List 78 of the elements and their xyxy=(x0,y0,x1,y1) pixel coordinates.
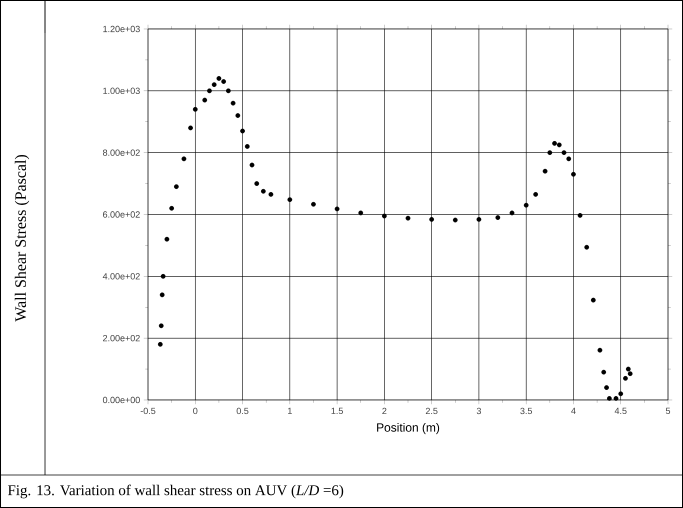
x-tick-label: 1 xyxy=(288,408,292,414)
point xyxy=(202,98,208,102)
x-tick-label: 5 xyxy=(666,408,670,414)
x-tick-label: 4 xyxy=(571,408,576,414)
point xyxy=(160,274,166,279)
point xyxy=(244,144,250,149)
point xyxy=(606,396,612,401)
point xyxy=(260,188,266,194)
point xyxy=(571,172,576,177)
point xyxy=(601,370,606,375)
point xyxy=(164,236,170,242)
x-tick-label: 0 xyxy=(193,408,198,414)
point xyxy=(382,214,387,218)
x-tick-label: 3.5 xyxy=(520,408,532,414)
point xyxy=(452,218,458,222)
point xyxy=(614,396,618,401)
point xyxy=(192,106,198,112)
point xyxy=(268,192,274,197)
point xyxy=(628,371,633,376)
y-tick-label: 6.00e+02 xyxy=(103,211,140,218)
point xyxy=(590,298,596,303)
x-tick-label: 2 xyxy=(382,408,386,414)
point xyxy=(510,210,514,216)
point xyxy=(618,391,624,396)
point xyxy=(604,385,609,390)
y-tick-label: 1.20e+03 xyxy=(103,26,140,32)
point xyxy=(547,150,552,156)
point xyxy=(495,215,500,220)
point xyxy=(334,206,340,212)
point xyxy=(182,156,186,162)
point xyxy=(623,376,628,381)
y-tick-label: 8.00e+02 xyxy=(102,149,140,156)
point xyxy=(174,184,179,190)
x-tick-label: 3 xyxy=(476,408,482,414)
point xyxy=(626,366,631,372)
x-tick-label: -0.5 xyxy=(140,408,156,414)
y-tick-label: 1.00e+03 xyxy=(103,88,140,94)
point xyxy=(552,140,557,146)
x-axis-title: Position (m) xyxy=(377,422,440,434)
point xyxy=(524,202,529,208)
point xyxy=(158,342,163,347)
y-tick-label: 2.00e+02 xyxy=(103,334,140,342)
point xyxy=(542,168,548,174)
point xyxy=(226,88,231,94)
point xyxy=(358,210,364,216)
caption: Fig. 13. Variation of wall shear stress on AUV (L/D =6) xyxy=(8,484,344,498)
x-tick-label: 2.5 xyxy=(426,408,438,414)
point xyxy=(311,202,316,207)
point xyxy=(216,76,222,81)
point xyxy=(207,88,212,94)
point xyxy=(476,217,482,222)
point xyxy=(598,348,602,353)
point xyxy=(169,206,174,211)
point xyxy=(158,323,164,328)
point xyxy=(566,156,572,162)
point xyxy=(240,128,245,134)
point xyxy=(584,244,590,250)
point xyxy=(188,126,193,130)
x-tick-label: 4.5 xyxy=(614,408,627,414)
x-tick-label: 1.5 xyxy=(332,408,343,414)
point xyxy=(235,113,240,118)
point xyxy=(429,217,434,222)
point xyxy=(212,82,217,88)
y-tick-label: 4.00e+02 xyxy=(102,273,140,280)
point xyxy=(230,100,236,106)
point xyxy=(250,162,254,168)
point xyxy=(287,197,292,202)
point xyxy=(533,192,538,197)
point xyxy=(578,213,582,218)
x-tick-label: 0.5 xyxy=(236,408,248,414)
point xyxy=(160,292,165,298)
y-axis-title: Wall Shear Stress (Pascal) xyxy=(14,155,30,322)
point xyxy=(556,142,562,148)
point xyxy=(254,181,260,186)
point xyxy=(406,216,410,221)
point xyxy=(562,150,566,156)
point xyxy=(221,79,226,84)
y-tick-label: 0.00e+00 xyxy=(102,396,140,404)
